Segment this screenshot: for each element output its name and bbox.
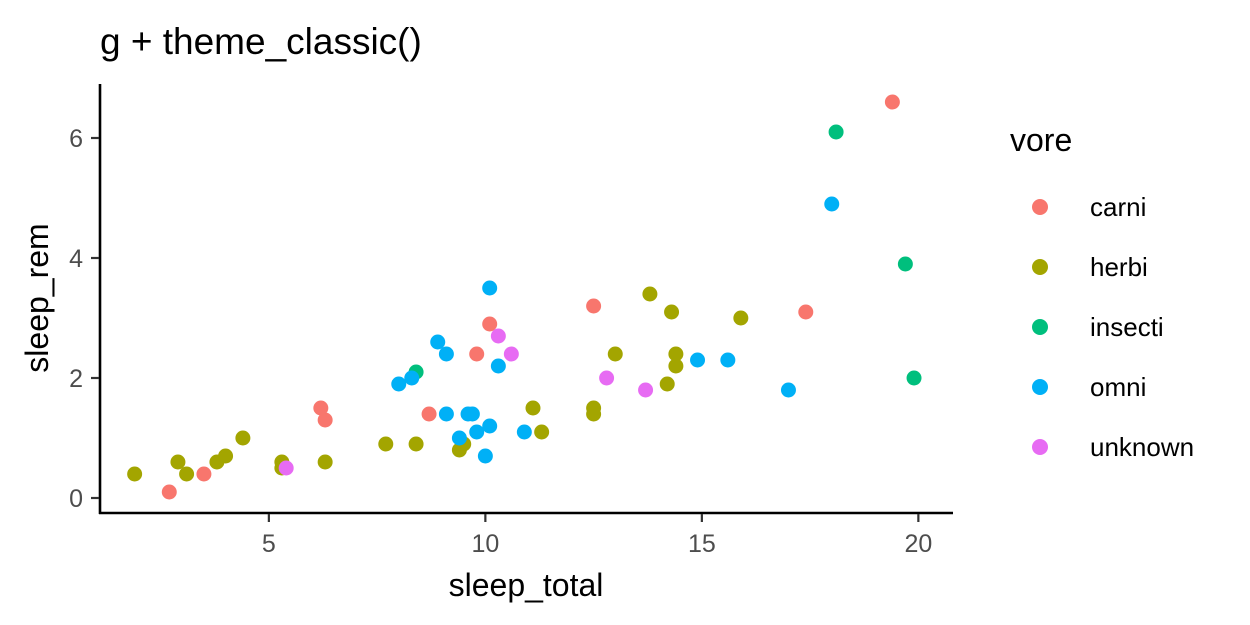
data-point-herbi [317,454,333,470]
data-point-omni [490,358,506,374]
data-point-omni [477,448,493,464]
data-point-herbi [642,286,658,302]
data-point-carni [469,346,485,362]
data-point-omni [469,424,485,440]
data-point-herbi [525,400,541,416]
data-point-herbi [668,358,684,374]
data-point-omni [438,346,454,362]
data-point-omni [438,406,454,422]
legend-item-herbi: herbi [1032,252,1148,282]
series-omni [391,196,840,464]
data-point-herbi [170,454,186,470]
data-point-insecti [828,124,844,140]
legend-label: herbi [1090,252,1148,282]
data-point-omni [464,406,480,422]
legend-key [1032,439,1048,455]
data-point-herbi [235,430,251,446]
data-point-insecti [906,370,922,386]
data-point-herbi [408,436,424,452]
legend-title: vore [1010,122,1072,158]
data-point-herbi [668,346,684,362]
y-tick-label: 6 [69,125,83,153]
data-point-herbi [607,346,623,362]
data-point-omni [690,352,706,368]
data-point-unknown [490,328,506,344]
data-point-herbi [179,466,195,482]
series-insecti [408,124,922,386]
data-point-unknown [599,370,615,386]
legend-label: unknown [1090,432,1194,462]
data-point-insecti [897,256,913,272]
data-point-carni [586,298,602,314]
data-point-omni [516,424,532,440]
x-tick-label: 15 [688,530,716,558]
legend-key [1032,199,1048,215]
data-point-carni [884,94,900,110]
legend-item-unknown: unknown [1032,432,1194,462]
legend-key [1032,259,1048,275]
data-point-herbi [218,448,234,464]
x-tick-label: 10 [471,530,499,558]
plot-area [127,94,922,500]
data-point-carni [196,466,212,482]
data-point-carni [317,412,333,428]
data-point-omni [482,280,498,296]
data-point-herbi [127,466,143,482]
chart-title: g + theme_classic() [100,21,422,62]
legend-label: insecti [1090,312,1164,342]
data-point-herbi [664,304,680,320]
data-point-omni [482,418,498,434]
legend-label: omni [1090,372,1146,402]
data-point-omni [824,196,840,212]
data-point-carni [161,484,177,500]
data-point-herbi [378,436,394,452]
y-axis-title: sleep_rem [19,223,55,372]
data-point-herbi [534,424,550,440]
data-point-herbi [659,376,675,392]
legend-key [1032,319,1048,335]
data-point-omni [451,430,467,446]
legend-item-carni: carni [1032,192,1146,222]
data-point-omni [404,370,420,386]
legend-item-insecti: insecti [1032,312,1164,342]
legend-items: carni herbi insecti omni unknown [1032,192,1194,462]
data-point-omni [430,334,446,350]
legend-key [1032,379,1048,395]
y-tick-label: 2 [69,365,83,393]
data-point-unknown [278,460,294,476]
data-point-unknown [638,382,654,398]
x-tick-label: 5 [262,530,276,558]
data-point-omni [391,376,407,392]
series-unknown [278,328,654,476]
data-point-omni [720,352,736,368]
data-point-carni [482,316,498,332]
data-point-carni [421,406,437,422]
data-point-herbi [586,406,602,422]
legend-item-omni: omni [1032,372,1146,402]
legend: vore carni herbi insecti omni unknown [1010,122,1194,462]
data-point-herbi [733,310,749,326]
data-point-carni [798,304,814,320]
x-tick-label: 20 [904,530,932,558]
series-herbi [127,286,749,482]
legend-label: carni [1090,192,1146,222]
data-point-unknown [503,346,519,362]
y-tick-label: 0 [69,485,83,513]
x-axis-ticks: 5 10 15 20 [262,514,932,558]
x-axis-title: sleep_total [449,567,604,603]
data-point-omni [780,382,796,398]
series-carni [161,94,900,500]
y-tick-label: 4 [69,245,83,273]
data-point-carni [313,400,329,416]
y-axis-ticks: 0 2 4 6 [69,125,99,513]
